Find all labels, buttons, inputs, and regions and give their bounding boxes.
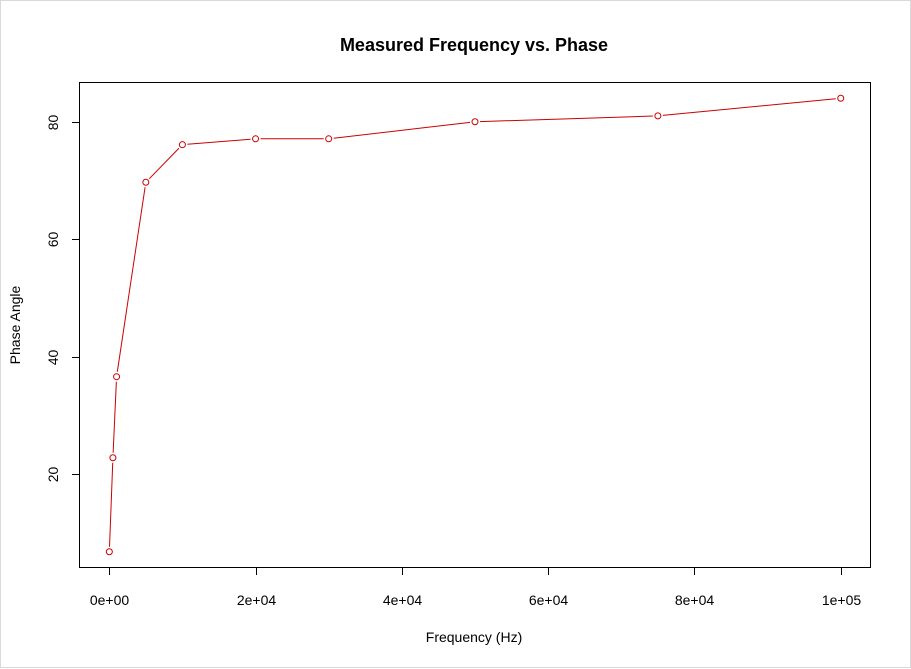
series-line-segment xyxy=(662,98,836,116)
x-tick-label: 2e+04 xyxy=(237,592,277,608)
data-point xyxy=(109,454,117,462)
x-axis: 0e+00 2e+04 4e+04 6e+04 8e+04 1e+05 xyxy=(90,567,862,608)
x-tick-label: 6e+04 xyxy=(529,592,569,608)
x-axis-label: Frequency (Hz) xyxy=(426,629,522,645)
series-line-segment xyxy=(333,121,471,139)
x-tick-label: 1e+05 xyxy=(822,592,862,608)
data-point xyxy=(178,141,186,149)
x-tick-label: 8e+04 xyxy=(675,592,715,608)
series-line-segment xyxy=(116,187,146,372)
y-axis-label: Phase Angle xyxy=(7,285,23,364)
series-line-segment xyxy=(148,147,180,180)
x-tick-label: 4e+04 xyxy=(383,592,423,608)
y-tick-label: 60 xyxy=(45,232,61,248)
series-line-segment xyxy=(479,115,653,123)
series-line-segment xyxy=(112,381,117,453)
y-tick-label: 20 xyxy=(45,467,61,483)
y-tick-label: 80 xyxy=(45,115,61,131)
series-line-segment xyxy=(109,462,114,547)
series-phase-angle xyxy=(105,94,845,556)
y-tick-label: 40 xyxy=(45,350,61,366)
data-point xyxy=(325,135,333,143)
data-point xyxy=(105,548,113,556)
data-point xyxy=(471,118,479,126)
data-point xyxy=(654,112,662,120)
y-axis: 20 40 60 80 xyxy=(45,115,80,483)
data-point xyxy=(113,373,121,381)
series-line-segment xyxy=(187,138,251,145)
data-point xyxy=(837,94,845,102)
x-tick-label: 0e+00 xyxy=(90,592,130,608)
data-point xyxy=(252,135,260,143)
chart-title: Measured Frequency vs. Phase xyxy=(340,35,608,55)
data-point xyxy=(142,178,150,186)
